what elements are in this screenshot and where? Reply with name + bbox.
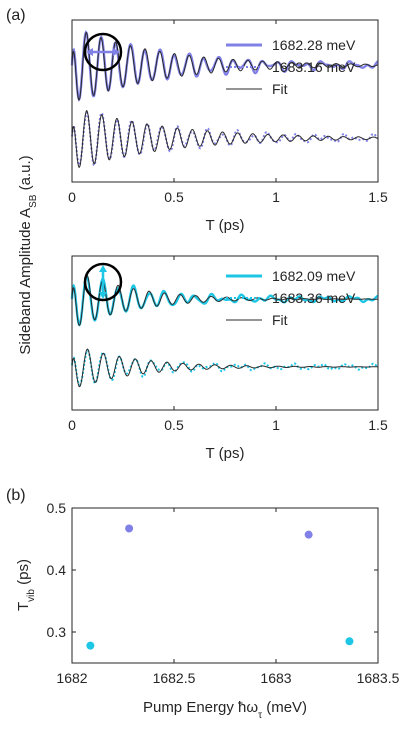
x-tick-label: 1683.5	[357, 670, 400, 686]
panel-label-b: (b)	[6, 487, 26, 504]
x-tick-label: 0	[68, 189, 76, 205]
legend-label-fit: Fit	[272, 312, 288, 328]
x-axis-title: Pump Energy ħωτ (meV)	[143, 699, 307, 721]
fit-line-2	[71, 110, 379, 168]
arrowhead-up-icon	[99, 265, 107, 272]
plot-frame	[71, 255, 379, 411]
fit-line-1	[71, 274, 378, 327]
chart-panel-a-top: 1682.28 meV 1683.16 meV Fit 0 0.5 1 1.5 …	[68, 19, 388, 234]
y-axis-title-sub: vib	[26, 589, 37, 602]
shared-y-axis-title-unit: (a.u.)	[17, 155, 34, 194]
x-tick-label: 1683	[260, 670, 291, 686]
y-tick-label: 0.3	[47, 624, 67, 640]
polarization-icon	[83, 262, 123, 302]
scatter-point-3	[86, 641, 95, 650]
x-tick-label: 1682	[56, 670, 87, 686]
x-axis-title-main: Pump Energy ħω	[143, 699, 258, 716]
legend-label-2: 1683.36 meV	[272, 290, 356, 306]
legend: 1682.28 meV 1683.16 meV Fit	[226, 37, 356, 97]
x-tick-labels: 0 0.5 1 1.5	[68, 417, 388, 433]
scatter-point-4	[345, 637, 354, 646]
x-axis-title: T (ps)	[206, 217, 245, 234]
x-tick-marks	[71, 20, 379, 182]
polarization-circle-icon	[83, 262, 123, 302]
x-tick-label: 1	[272, 417, 280, 433]
legend-label-1: 1682.28 meV	[272, 37, 356, 53]
shared-y-axis-title: Sideband Amplitude ASB (a.u.)	[17, 155, 39, 354]
x-axis-title: T (ps)	[206, 445, 245, 462]
legend-label-fit: Fit	[272, 81, 288, 97]
scatter-point-1	[125, 524, 134, 533]
y-tick-label: 0.4	[47, 562, 67, 578]
arrowhead-left-icon	[86, 48, 93, 56]
fit-line-2	[71, 348, 378, 388]
shared-y-axis-title-sub: SB	[28, 194, 39, 208]
x-axis-title-unit: (meV)	[262, 699, 307, 716]
x-tick-label: 0.5	[164, 189, 184, 205]
legend-label-2: 1683.16 meV	[272, 59, 356, 75]
x-tick-label: 1682.5	[153, 670, 196, 686]
y-axis-title-unit: (ps)	[15, 559, 32, 589]
series-lines	[70, 30, 379, 168]
series-lines	[70, 274, 379, 388]
scatter-points	[86, 524, 354, 650]
arrowhead-down-icon	[99, 292, 107, 299]
tick-marks	[71, 507, 379, 663]
x-tick-labels: 0 0.5 1 1.5	[68, 189, 388, 205]
arrowhead-right-icon	[113, 48, 120, 56]
shared-y-axis-title-main: Sideband Amplitude A	[17, 208, 34, 355]
panel-label-a: (a)	[6, 7, 26, 24]
x-tick-marks	[71, 256, 379, 410]
x-axis-title-sub: τ	[258, 710, 262, 721]
chart-panel-a-bottom: 1682.09 meV 1683.36 meV Fit 0 0.5 1 1.5 …	[68, 255, 388, 462]
y-axis-title: Tvib (ps)	[15, 559, 37, 611]
x-tick-label: 0.5	[164, 417, 184, 433]
scatter-point-2	[304, 530, 313, 539]
y-tick-label: 0.5	[47, 500, 67, 516]
y-tick-labels: 0.3 0.4 0.5	[47, 500, 67, 640]
x-tick-label: 1.5	[368, 189, 388, 205]
chart-panel-b: 0.3 0.4 0.5 1682 1682.5 1683 1683.5 Pump…	[15, 500, 400, 721]
y-axis-title-main: T	[15, 602, 32, 611]
polarization-icon	[83, 32, 123, 72]
legend-label-1: 1682.09 meV	[272, 268, 356, 284]
x-tick-label: 1.5	[368, 417, 388, 433]
x-tick-label: 1	[272, 189, 280, 205]
fit-line-1	[71, 32, 379, 101]
x-tick-label: 0	[68, 417, 76, 433]
plot-frame	[71, 19, 379, 183]
x-tick-labels: 1682 1682.5 1683 1683.5	[56, 670, 399, 686]
polarization-circle-icon	[83, 32, 123, 72]
legend: 1682.09 meV 1683.36 meV Fit	[226, 268, 356, 328]
plot-frame	[71, 507, 379, 664]
